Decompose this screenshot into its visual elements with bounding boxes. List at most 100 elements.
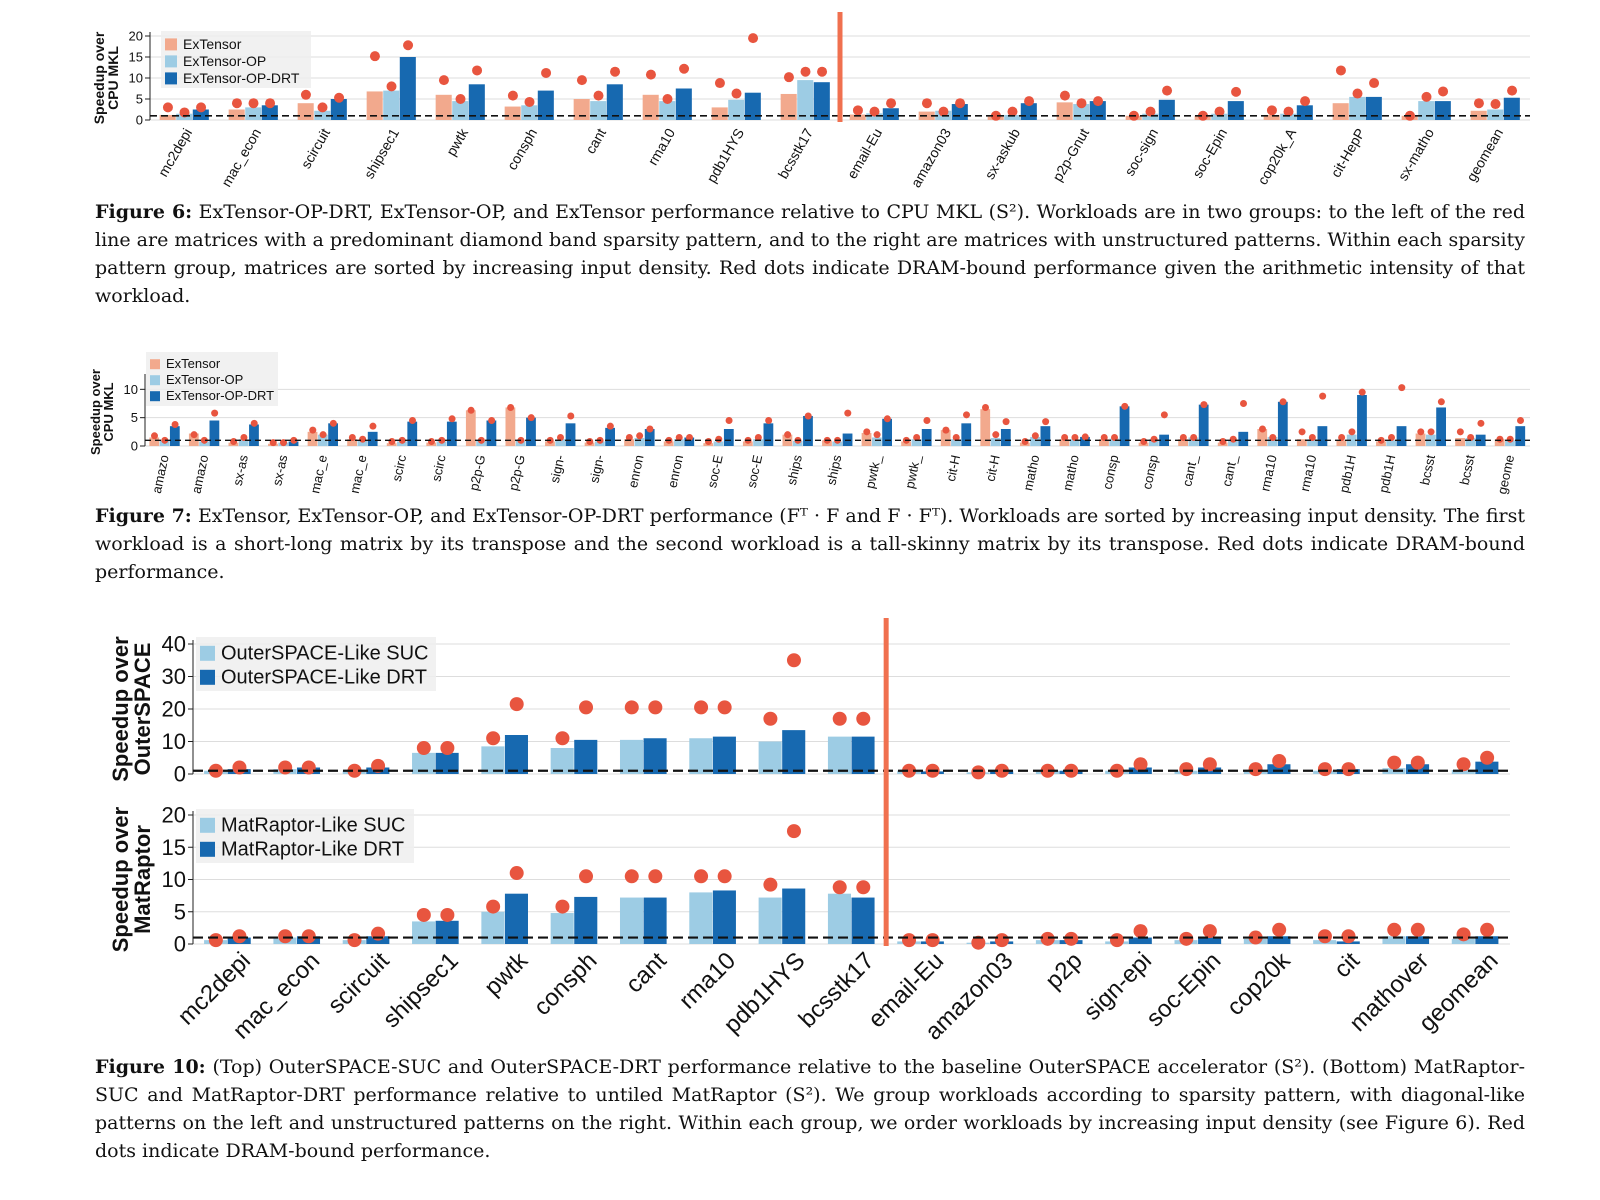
dram-bound-dot (1341, 929, 1356, 944)
bar (1396, 426, 1407, 446)
bar (643, 897, 667, 944)
dram-bound-dot (1150, 435, 1158, 443)
dram-bound-dot (409, 417, 417, 424)
dram-bound-dot (250, 419, 258, 427)
x-tick-label: sx-as (269, 453, 290, 487)
bar (565, 423, 576, 446)
bar (728, 99, 745, 120)
dram-bound-dot (1061, 434, 1069, 441)
dram-bound-dot (301, 760, 316, 775)
dram-bound-dot (1248, 762, 1263, 777)
dram-bound-dot (347, 933, 362, 948)
dram-bound-dot (1133, 924, 1148, 939)
dram-bound-dot (1437, 398, 1445, 406)
bar (481, 911, 505, 944)
bar (782, 888, 806, 944)
dram-bound-dot (1456, 927, 1471, 942)
dram-bound-dot (557, 434, 564, 441)
bar (827, 736, 851, 774)
bar (1000, 429, 1011, 446)
bar (674, 439, 684, 446)
bar (1296, 105, 1313, 120)
bar (1475, 936, 1499, 944)
legend-label: MatRaptor-Like SUC (221, 814, 406, 836)
dram-bound-dot (704, 437, 712, 445)
y-tick-label: 10 (162, 867, 186, 892)
legend-label: OuterSPACE-Like DRT (221, 666, 427, 688)
dram-bound-dot (624, 700, 639, 715)
dram-bound-dot (754, 434, 762, 441)
x-tick-label: sign- (586, 454, 607, 485)
dram-bound-dot (1248, 930, 1263, 945)
bar (1267, 936, 1291, 944)
bar (675, 88, 692, 120)
dram-bound-dot (369, 51, 380, 62)
bar (245, 107, 262, 120)
dram-bound-dot (1387, 922, 1402, 937)
legend-swatch (200, 669, 215, 685)
bar (1451, 770, 1475, 774)
y-axis-label: CPU MKL (101, 382, 116, 441)
dram-bound-dot (507, 90, 518, 101)
dram-bound-dot (800, 66, 811, 77)
legend-label: ExTensor-OP (183, 53, 266, 69)
x-tick-label: sx-askub (981, 125, 1023, 182)
bar (317, 434, 328, 446)
dram-bound-dot (576, 75, 587, 86)
bar (1382, 936, 1406, 944)
dram-bound-dot (507, 403, 515, 411)
x-tick-label: geomean (1463, 126, 1506, 185)
bar (537, 90, 554, 120)
x-tick-label: matho (1020, 454, 1042, 492)
bar (1296, 439, 1307, 446)
bar (357, 440, 368, 446)
x-tick-label: rma10 (1257, 454, 1279, 493)
dram-bound-dot (269, 439, 277, 447)
dram-bound-dot (527, 414, 535, 422)
x-tick-label: p2p-G (506, 454, 528, 492)
x-tick-label: pwtk (479, 946, 534, 1001)
dram-bound-dot (1179, 931, 1194, 946)
x-tick-label: scircuit (297, 125, 333, 171)
dram-bound-dot (1272, 922, 1287, 937)
bar (1451, 938, 1475, 944)
bar (399, 57, 416, 120)
dram-bound-dot (717, 869, 732, 884)
dram-bound-dot (1258, 425, 1266, 433)
dram-bound-dot (1160, 411, 1168, 419)
bar (689, 892, 713, 944)
dram-bound-dot (230, 437, 238, 445)
bar (1365, 96, 1382, 120)
bar (505, 407, 516, 446)
dram-bound-dot (1111, 434, 1118, 441)
bar (866, 113, 883, 120)
y-axis-label: Speedup over (108, 636, 133, 782)
bar (1059, 439, 1070, 446)
dram-bound-dot (1341, 762, 1356, 777)
x-tick-label: cop20k (1222, 946, 1297, 1021)
x-tick-label: consp (1100, 454, 1122, 491)
bar (550, 748, 574, 774)
bar (1263, 114, 1280, 120)
figure-10-caption-label: Figure 10: (95, 1056, 206, 1078)
bar (911, 439, 922, 446)
y-tick-label: 10 (124, 382, 138, 397)
dram-bound-dot (648, 869, 663, 884)
bar (1349, 96, 1366, 120)
dram-bound-dot (675, 434, 683, 441)
dram-bound-dot (992, 431, 1000, 439)
dram-bound-dot (1410, 922, 1425, 937)
dram-bound-dot (863, 428, 871, 436)
bar (314, 110, 331, 120)
bar (486, 420, 497, 446)
bar (573, 99, 590, 120)
bar (383, 90, 400, 120)
dram-bound-dot (717, 700, 732, 715)
dram-bound-dot (804, 412, 812, 420)
bar (606, 84, 623, 120)
y-tick-label: 0 (174, 762, 186, 787)
dram-bound-dot (524, 96, 535, 107)
bar (684, 437, 695, 446)
